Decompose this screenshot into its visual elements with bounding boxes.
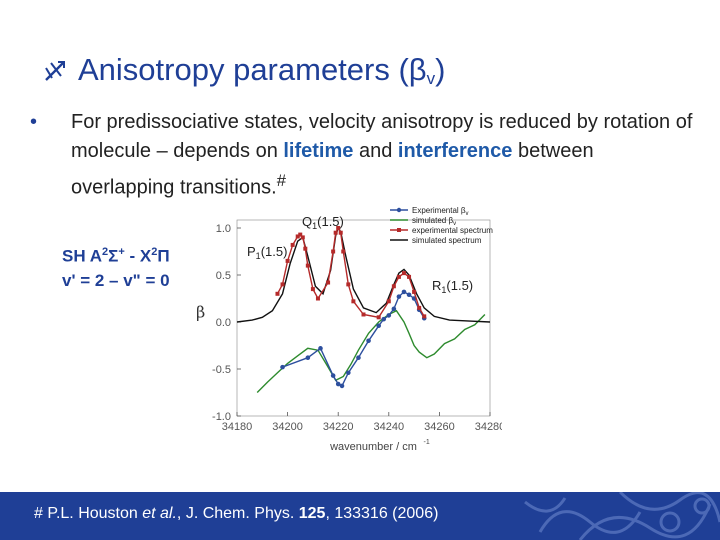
bullet-text: For predissociative states, velocity ani… [71,111,693,162]
data-point [315,296,320,301]
data-point [330,373,336,378]
y-axis-label: β [196,302,205,321]
data-point [381,316,387,322]
x-axis-label: wavenumber / cm [329,441,417,453]
data-point [391,284,396,289]
data-point [300,235,305,240]
data-point [318,346,323,351]
title-subscript: v [426,69,436,88]
data-point [335,381,341,387]
data-point [396,294,402,299]
data-point [401,271,406,276]
slide-title: Anisotropy parameters (βv) [44,52,445,89]
x-tick-label: 34200 [272,421,303,433]
peak-annotation: P1(1.5) [247,244,287,261]
data-point [346,282,351,287]
title-main: Anisotropy parameters (β [78,52,427,87]
data-point [406,292,412,298]
legend-entry: Experimental βv [412,206,469,217]
legend-marker [397,228,401,232]
data-point [401,289,407,295]
bullet-text-end: between overlapping transitions. [71,140,594,199]
data-point [422,314,427,319]
data-point [326,280,331,285]
data-point [331,249,336,254]
data-point [338,230,343,235]
data-point [285,258,290,263]
data-point [336,226,341,230]
data-point [295,234,300,239]
y-tick-label: 0.0 [216,317,231,329]
y-tick-label: -1.0 [212,411,231,423]
bullet-point: • For predissociative states, velocity a… [30,108,700,203]
data-point [305,355,311,361]
data-point [417,305,422,310]
x-tick-label: 34260 [424,421,455,433]
reference-citation: # P.L. Houston et al., J. Chem. Phys. 12… [34,505,439,522]
footer-bar: # P.L. Houston et al., J. Chem. Phys. 12… [0,492,720,540]
data-point [298,232,303,237]
data-point [341,249,346,254]
bullet-dot-icon: • [30,111,38,133]
data-point [339,383,345,389]
y-tick-label: 0.5 [216,270,231,282]
arrow-bullet-icon [45,61,65,81]
x-axis-label-superscript: -1 [424,439,430,446]
peak-annotation: R1(1.5) [432,278,473,295]
data-point [361,312,366,317]
data-point [303,246,308,251]
transition-label: SH A2Σ+ - X2Π v' = 2 – v" = 0 [62,240,170,293]
legend-entry: simulated βv [412,216,456,227]
y-tick-label: 1.0 [216,223,231,235]
legend-marker [396,207,402,213]
data-point [290,242,295,247]
series-line [282,291,425,387]
data-point [305,263,310,268]
transition-line-1: SH A2Σ+ - X2Π [62,246,170,266]
y-tick-label: -0.5 [212,364,231,376]
x-tick-label: 34180 [222,421,253,433]
data-point [412,289,417,294]
legend-entry: simulated spectrum [412,236,482,245]
data-point [333,230,338,235]
data-point [386,313,392,318]
peak-annotation: Q1(1.5) [302,214,344,231]
data-point [376,315,381,320]
transition-line-2: v' = 2 – v" = 0 [62,270,170,290]
data-point [275,291,280,296]
data-point [356,355,361,361]
highlight-interference: interference [397,140,513,162]
x-tick-label: 34280 [475,421,502,433]
title-end: ) [435,52,446,87]
decorative-swirl-pattern [524,492,720,540]
data-point [366,338,371,344]
bullet-text-and: and [353,140,398,162]
data-point [280,282,285,287]
series-line [256,309,486,393]
data-point [386,299,391,304]
data-point [391,306,397,312]
data-point [396,274,401,279]
plot-frame [236,219,491,417]
data-point [310,287,315,292]
data-point [346,370,351,376]
x-tick-label: 34220 [323,421,354,433]
data-point [376,323,381,329]
data-point [351,299,356,304]
highlight-lifetime: lifetime [283,140,354,162]
data-point [407,274,412,279]
series-line [236,226,491,323]
data-point [280,364,285,370]
x-tick-label: 34240 [374,421,405,433]
footnote-mark: # [276,171,286,190]
legend-entry: experimental spectrum [412,226,493,235]
